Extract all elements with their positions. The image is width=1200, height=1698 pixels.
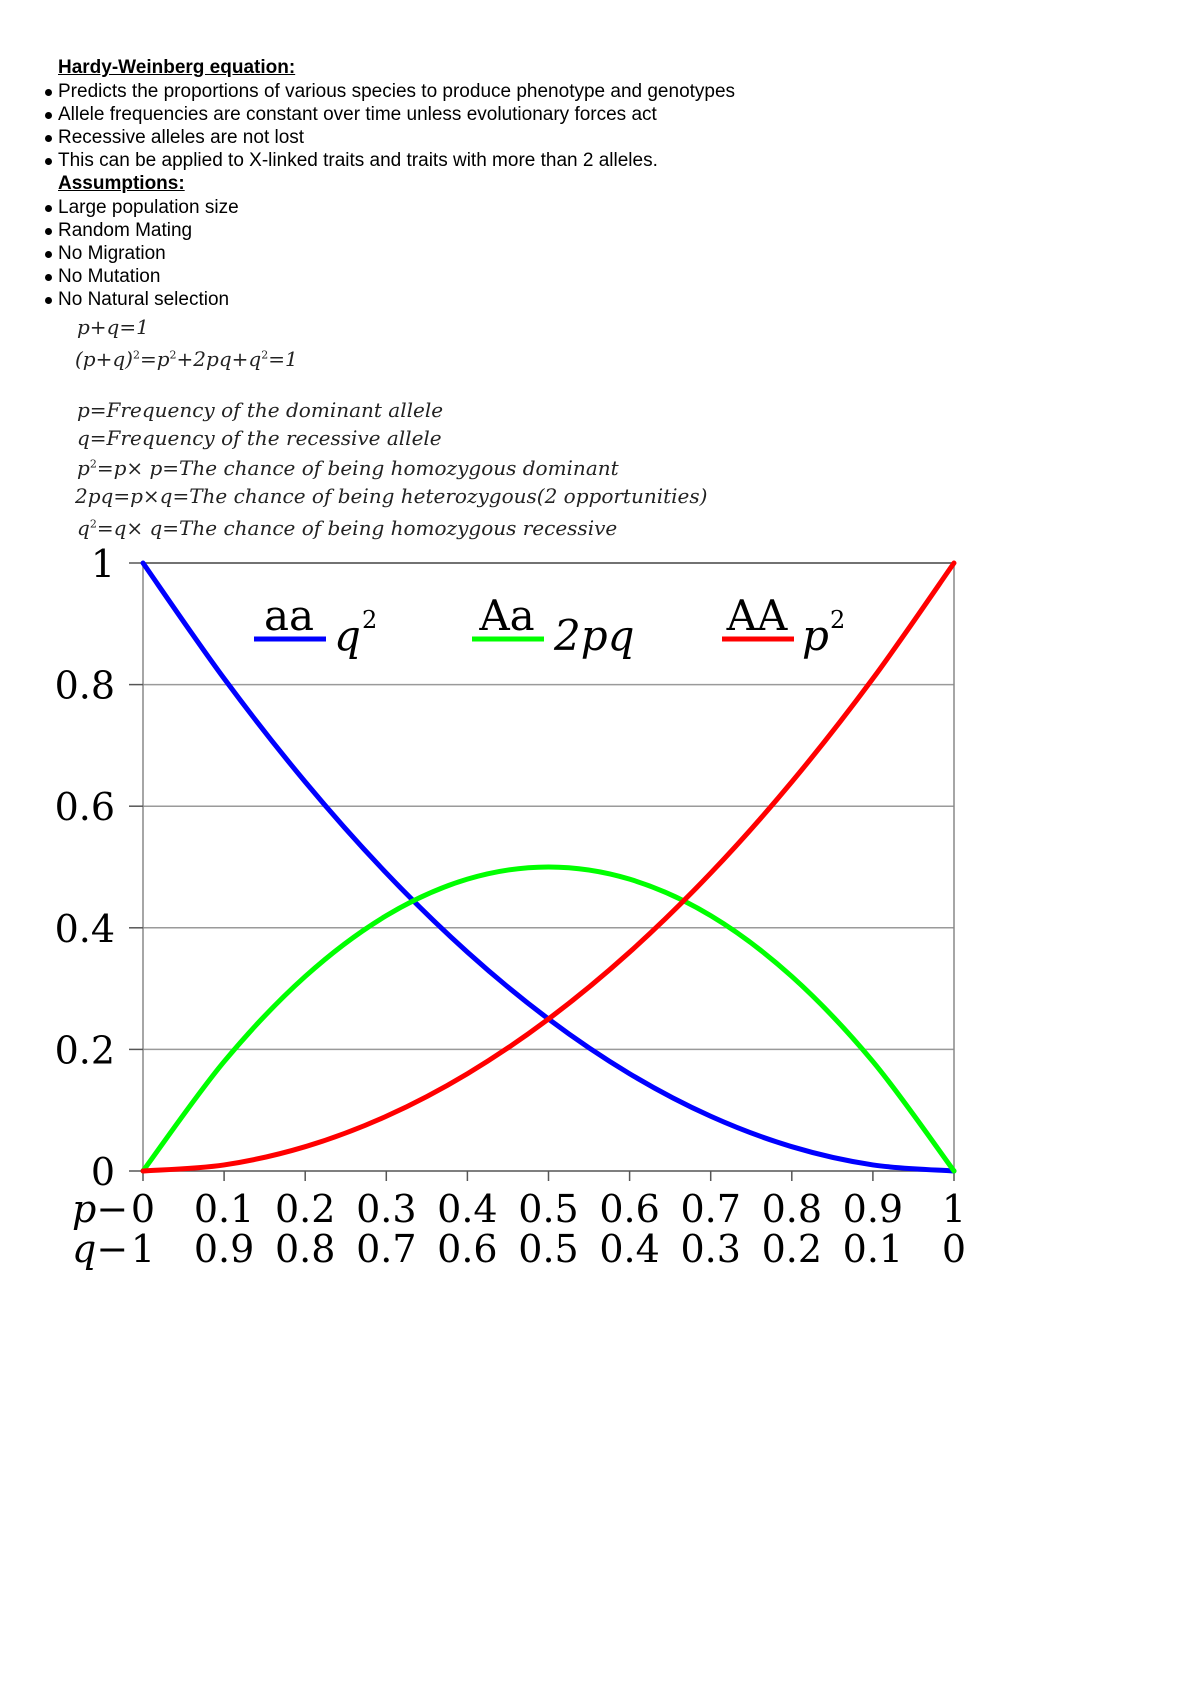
q-tick-label: 0.9	[194, 1227, 254, 1271]
def-p2-b: =p× p=The chance of being homozygous dom…	[96, 456, 619, 480]
notes-heading: Hardy-Weinberg equation:	[58, 57, 296, 78]
bullet-dot	[45, 89, 52, 96]
eq2-right: =1	[268, 347, 298, 371]
p-tick-label: 0.3	[356, 1187, 416, 1231]
def-p2-sup: 2	[89, 457, 97, 471]
definition-q: q=Frequency of the recessive allele	[77, 426, 442, 450]
q-tick-label: 0.3	[680, 1227, 740, 1271]
note-bullet-4: This can be applied to X-linked traits a…	[58, 150, 658, 171]
equation-square: (p+q)2=p2+2pq+q2=1	[75, 347, 298, 371]
legend-formula-sup: 2	[362, 606, 377, 634]
eq2-mid2: +2pq+q	[176, 347, 262, 371]
definition-p: p=Frequency of the dominant allele	[77, 398, 444, 422]
assumption-item-1: Large population size	[58, 197, 239, 218]
bullet-dot	[45, 158, 52, 165]
bullet-dot	[45, 135, 52, 142]
y-tick-label: 0.6	[55, 785, 115, 829]
def-p2-a: p	[77, 456, 90, 480]
note-bullet-3: Recessive alleles are not lost	[58, 127, 305, 148]
p-tick-label: 0.9	[843, 1187, 903, 1231]
legend-formula-sup: 2	[830, 606, 845, 634]
q-tick-label: 0.8	[275, 1227, 335, 1271]
assumption-item-4: No Mutation	[58, 266, 161, 287]
y-tick-label: 0.4	[55, 907, 115, 951]
p-tick-label: 1	[942, 1187, 966, 1231]
eq2-mid: =p	[139, 347, 170, 371]
definition-p-squared: p2=p× p=The chance of being homozygous d…	[77, 456, 619, 480]
series-layer	[140, 560, 957, 1174]
q-tick-label: 0.2	[762, 1227, 822, 1271]
p-tick-label: 0.6	[599, 1187, 659, 1231]
y-tick-label: 0	[91, 1150, 115, 1194]
p-tick-label: 0.7	[680, 1187, 740, 1231]
def-q2-b: =q× q=The chance of being homozygous rec…	[96, 516, 618, 540]
q-tick-label: 1	[131, 1227, 155, 1271]
eq2-left: (p+q)	[75, 347, 133, 371]
legend-formula-aa: 2pq	[553, 611, 635, 660]
legend-layer: aa q 2 Aa 2pq AA p 2	[254, 591, 845, 660]
legend-formula-aa: p	[802, 611, 829, 660]
assumption-item-2: Random Mating	[58, 220, 193, 241]
p-row-prefix: p−	[72, 1187, 128, 1231]
q-tick-label: 0.1	[843, 1227, 903, 1271]
bullet-dot	[45, 205, 52, 212]
q-row-prefix: q−	[72, 1227, 128, 1271]
p-tick-label: 0	[131, 1187, 155, 1231]
tick-label-layer: 00.20.40.60.81p− 0 0.1 0.2 0.3 0.4 0.5 0.6 0.7 0.…	[55, 542, 967, 1271]
q-tick-label: 0.4	[599, 1227, 659, 1271]
y-tick-label: 0.2	[55, 1028, 115, 1072]
def-q2-sup: 2	[89, 517, 97, 531]
bullet-dot	[45, 228, 52, 235]
q-tick-label: 0.5	[518, 1227, 578, 1271]
y-tick-label: 1	[91, 542, 115, 586]
series-line-aa	[140, 560, 957, 1174]
p-tick-label: 0.8	[762, 1187, 822, 1231]
assumption-item-5: No Natural selection	[58, 289, 230, 310]
q-tick-label: 0.7	[356, 1227, 416, 1271]
def-q2-a: q	[77, 516, 90, 540]
bullet-dot	[45, 112, 52, 119]
legend-label-aa: aa	[264, 591, 314, 640]
q-tick-label: 0.6	[437, 1227, 497, 1271]
bullet-dot	[45, 297, 52, 304]
eq2-mid2-sup: 2	[261, 348, 269, 362]
assumptions-heading: Assumptions:	[58, 173, 185, 194]
eq2-mid-sup: 2	[169, 348, 177, 362]
definition-2pq: 2pq=p×q=The chance of being heterozygous…	[75, 484, 708, 508]
definition-q-squared: q2=q× q=The chance of being homozygous r…	[77, 516, 617, 540]
legend-label-aa: AA	[726, 591, 788, 640]
q-tick-label: 0	[942, 1227, 966, 1271]
note-bullet-1: Predicts the proportions of various spec…	[58, 81, 736, 102]
assumption-item-3: No Migration	[58, 243, 166, 264]
y-tick-label: 0.8	[55, 664, 115, 708]
bullet-dot	[45, 251, 52, 258]
series-line-aa	[140, 560, 957, 1174]
p-tick-label: 0.5	[518, 1187, 578, 1231]
p-tick-label: 0.1	[194, 1187, 254, 1231]
p-tick-label: 0.2	[275, 1187, 335, 1231]
legend-formula-aa: q	[334, 611, 361, 660]
equation-sum: p+q=1	[77, 315, 149, 339]
eq2-sup: 2	[132, 348, 140, 362]
p-tick-label: 0.4	[437, 1187, 497, 1231]
bullet-dot	[45, 274, 52, 281]
note-bullet-2: Allele frequencies are constant over tim…	[58, 104, 657, 125]
axis-layer	[129, 562, 955, 1181]
legend-label-aa: Aa	[478, 591, 534, 640]
